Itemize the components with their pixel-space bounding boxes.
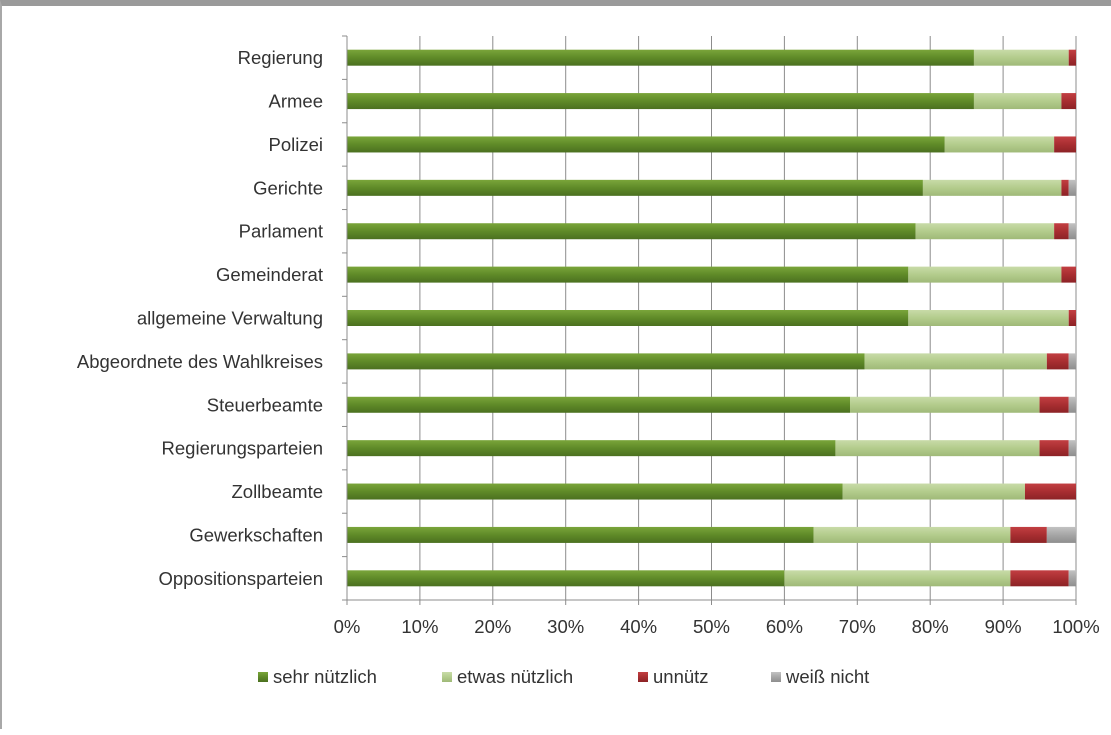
bar-segment — [1068, 440, 1076, 457]
bar-segment — [1068, 49, 1076, 66]
bar-segment — [347, 93, 974, 110]
category-label: Regierungsparteien — [162, 438, 323, 459]
bar-segment — [813, 526, 1011, 543]
category-label: Parlament — [239, 221, 323, 242]
category-label: Gewerkschaften — [189, 524, 323, 545]
x-tick-label: 90% — [985, 616, 1022, 637]
category-label: Oppositionsparteien — [158, 568, 323, 589]
category-label: Gemeinderat — [216, 264, 323, 285]
x-tick-label: 30% — [547, 616, 584, 637]
x-tick-label: 50% — [693, 616, 730, 637]
category-labels: Regierung Armee Polizei Gerichte Parlament Ge… — [77, 47, 323, 589]
bar-segment — [347, 526, 814, 543]
x-tick-label: 70% — [839, 616, 876, 637]
category-label: Steuerbeamte — [207, 394, 323, 415]
bar-segment — [1061, 266, 1076, 283]
category-label: Polizei — [269, 134, 324, 155]
bar-segment — [347, 179, 923, 196]
bar-segment — [347, 136, 945, 153]
x-tick-label: 60% — [766, 616, 803, 637]
x-tick-label: 40% — [620, 616, 657, 637]
axes — [342, 35, 1077, 605]
legend-swatch — [258, 672, 268, 682]
bar-segment — [1068, 396, 1076, 413]
x-tick-labels: 0% 10% 20% 30% 40% 50% 60% 70% 80% 90% 100% — [334, 616, 1100, 637]
legend-label: etwas nützlich — [457, 666, 573, 687]
bar-segment — [1068, 353, 1076, 370]
bar-segment — [908, 310, 1069, 326]
bar-segment — [973, 49, 1069, 66]
bar-segment — [842, 483, 1025, 500]
bar-segment — [1024, 483, 1076, 500]
legend-swatch — [442, 672, 452, 682]
x-tick-label: 0% — [334, 616, 361, 637]
bar-segment — [347, 570, 785, 587]
category-label: Regierung — [238, 47, 323, 68]
bar-segment — [1068, 310, 1076, 326]
bar-segment — [1046, 353, 1069, 370]
category-label: Gerichte — [253, 177, 323, 198]
bar-segment — [1046, 526, 1076, 543]
x-tick-label: 10% — [401, 616, 438, 637]
legend-label: unnütz — [653, 666, 709, 687]
bar-segment — [1068, 179, 1076, 196]
category-label: Armee — [269, 91, 324, 112]
x-tick-label: 100% — [1052, 616, 1099, 637]
bar-segment — [347, 49, 974, 66]
bar-segment — [1010, 570, 1069, 587]
bar-segment — [835, 440, 1040, 457]
bar-segment — [864, 353, 1047, 370]
bar-segment — [1039, 440, 1069, 457]
bar-segment — [1010, 526, 1047, 543]
legend-swatch — [771, 672, 781, 682]
bar-segment — [1054, 136, 1076, 153]
bar-segment — [973, 93, 1062, 110]
bar-segment — [1061, 179, 1069, 196]
bar-segment — [922, 179, 1062, 196]
bar-segment — [1068, 223, 1076, 240]
bar-segment — [1068, 570, 1076, 587]
bar-segment — [347, 483, 843, 500]
legend-label: weiß nicht — [785, 666, 869, 687]
bar-segment — [915, 223, 1055, 240]
bar-segment — [347, 353, 865, 370]
bar-segment — [784, 570, 1011, 587]
category-label: allgemeine Verwaltung — [137, 308, 323, 329]
bar-segment — [908, 266, 1062, 283]
bar-segment — [347, 396, 851, 413]
category-label: Abgeordnete des Wahlkreises — [77, 351, 323, 372]
stacked-bar-chart: Regierung Armee Polizei Gerichte Parlament Ge… — [77, 35, 1100, 687]
legend-label: sehr nützlich — [273, 666, 377, 687]
bar-segment — [1039, 396, 1069, 413]
bar-segment — [347, 310, 909, 326]
bar-segment — [1061, 93, 1076, 110]
bar-segment — [347, 440, 836, 457]
x-tick-label: 80% — [912, 616, 949, 637]
bar-segment — [944, 136, 1055, 153]
bar-segment — [347, 266, 909, 283]
bar-segment — [347, 223, 916, 240]
bar-segment — [850, 396, 1040, 413]
x-tick-label: 20% — [474, 616, 511, 637]
legend-swatch — [638, 672, 648, 682]
bar-segment — [1054, 223, 1069, 240]
bars — [347, 49, 1076, 587]
category-label: Zollbeamte — [231, 481, 323, 502]
legend: sehr nützlich etwas nützlich unnütz weiß ni… — [258, 666, 869, 687]
